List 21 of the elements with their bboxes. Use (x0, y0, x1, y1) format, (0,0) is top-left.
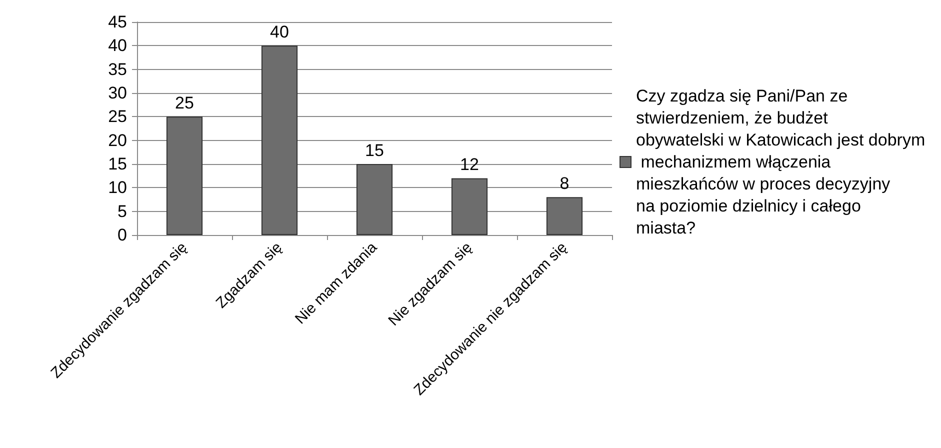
y-tick-label: 20 (108, 130, 127, 150)
y-tick-label: 10 (108, 178, 127, 198)
data-label: 15 (365, 141, 384, 160)
y-tick-label: 25 (108, 107, 127, 126)
data-label: 25 (175, 94, 194, 113)
y-tick-label: 30 (108, 84, 127, 102)
bar (546, 197, 583, 235)
data-label: 40 (270, 22, 289, 42)
y-tick-label: 5 (118, 202, 127, 221)
data-label: 8 (560, 174, 570, 194)
bar (451, 178, 488, 235)
y-tick-label: 40 (108, 36, 127, 56)
bar (356, 164, 393, 235)
y-tick-label: 15 (108, 154, 127, 174)
y-tick-label: 0 (118, 226, 127, 244)
legend-label: Czy zgadza się Pani/Pan ze stwierdzeniem, że budżet obywatelski w Katowicach jest dobrym mechanizmem włączenia mieszkańców w proces decyzyjny na poziomie dzielnicy i całego miasta? (636, 86, 926, 238)
data-label: 12 (460, 155, 479, 174)
y-tick-label: 45 (108, 12, 127, 32)
bar (166, 116, 203, 235)
bar (261, 46, 298, 235)
y-tick-label: 35 (108, 60, 127, 79)
